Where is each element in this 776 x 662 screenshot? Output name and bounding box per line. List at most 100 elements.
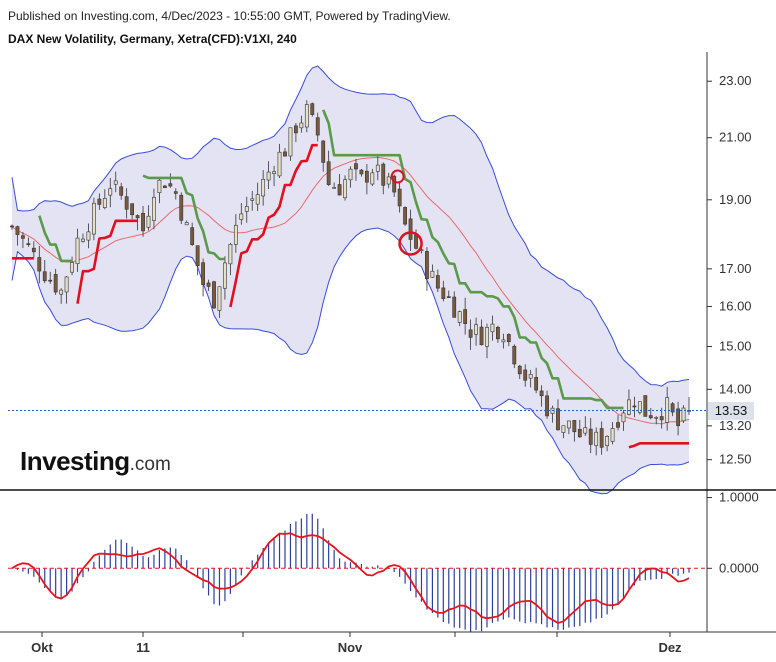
- candle-body: [195, 245, 200, 266]
- candle-body: [665, 397, 670, 423]
- bollinger-band-layer: [11, 65, 690, 495]
- candle-body: [474, 324, 478, 335]
- supertrend-resistance-line: [321, 109, 624, 410]
- candle-body: [463, 309, 468, 324]
- candle-body: [37, 257, 42, 272]
- candle-body: [15, 226, 20, 235]
- candle-body: [332, 187, 337, 189]
- signal-marker-large: [398, 231, 423, 256]
- candle-body: [397, 188, 402, 207]
- signal-marker-layer: [390, 169, 423, 256]
- candle-body: [561, 425, 566, 433]
- candle-body: [354, 163, 358, 170]
- candle-body: [288, 127, 293, 157]
- candle-body: [228, 244, 233, 265]
- candle-body: [157, 179, 162, 194]
- candle-body: [643, 395, 648, 417]
- candle-body: [621, 412, 626, 423]
- candle-body: [627, 399, 631, 415]
- candle-body: [283, 151, 287, 157]
- time-tick-label: 11: [136, 640, 150, 655]
- supertrend-support-line: [229, 143, 318, 308]
- candle-body: [637, 401, 642, 413]
- candle-body: [610, 428, 615, 442]
- candle-body: [348, 168, 353, 181]
- candle-body: [255, 194, 260, 205]
- investing-logo: Investing.com: [20, 446, 171, 476]
- candle-body: [173, 191, 178, 194]
- candle-body: [490, 323, 495, 333]
- candle-body: [408, 218, 413, 240]
- candle-body: [130, 203, 135, 216]
- candle-body: [659, 416, 664, 421]
- candle-body: [217, 286, 222, 311]
- candle-body: [364, 170, 369, 183]
- last-price-label: 13.53: [708, 401, 754, 420]
- candle-body: [86, 231, 91, 241]
- candle-body: [244, 206, 249, 212]
- candle-body: [124, 196, 129, 210]
- symbol-title: DAX New Volatility, Germany, Xetra(CFD):…: [8, 32, 297, 46]
- candle-body: [599, 428, 604, 448]
- signal-marker-small: [390, 169, 405, 184]
- candle-layer: [10, 100, 691, 456]
- candle-body: [206, 282, 211, 287]
- candle-body: [375, 164, 380, 172]
- candle-body: [59, 289, 64, 295]
- candle-body: [435, 275, 440, 289]
- price-tick-label: 12.50: [719, 452, 752, 467]
- price-tick-label: 14.00: [719, 381, 752, 396]
- candle-body: [468, 329, 473, 338]
- candle-body: [299, 122, 304, 129]
- candle-body: [304, 104, 309, 128]
- candle-body: [277, 151, 282, 177]
- candle-body: [272, 171, 276, 174]
- price-tick-label: 15.00: [719, 339, 752, 354]
- price-tick-label: 23.00: [719, 73, 752, 88]
- candle-body: [523, 369, 528, 381]
- candle-body: [386, 176, 391, 185]
- supertrend-resistance-line: [142, 174, 225, 261]
- candle-body: [359, 169, 364, 175]
- candle-body: [577, 429, 582, 438]
- candle-body: [233, 224, 238, 245]
- candle-body: [223, 262, 227, 289]
- candle-body: [190, 227, 195, 245]
- candle-body: [457, 311, 462, 323]
- candle-body: [594, 431, 599, 446]
- price-tick-label: 17.00: [719, 261, 752, 276]
- oscillator-layer: [8, 513, 707, 632]
- candle-body: [81, 238, 85, 242]
- candle-body: [310, 103, 315, 115]
- candle-body: [250, 198, 255, 201]
- candle-body: [605, 436, 610, 447]
- candle-body: [152, 196, 156, 221]
- candle-body: [654, 416, 659, 419]
- candle-body: [632, 405, 637, 408]
- candle-body: [588, 428, 593, 445]
- candle-body: [545, 395, 549, 417]
- candle-body: [42, 271, 47, 282]
- candle-body: [261, 179, 266, 197]
- candle-body: [162, 185, 167, 189]
- candle-body: [102, 198, 107, 208]
- time-tick-label: Nov: [338, 640, 363, 655]
- candle-body: [10, 225, 14, 228]
- oscillator-tick-label: 1.0000: [719, 490, 759, 505]
- candle-body: [321, 140, 326, 163]
- candle-body: [392, 175, 397, 193]
- candle-body: [534, 377, 539, 391]
- candle-body: [539, 390, 544, 397]
- candle-body: [583, 427, 588, 434]
- axes-layer: 23.00 21.00 19.00 17.00 16.00 15.00 14.00 13.20…: [0, 52, 776, 655]
- candle-body: [446, 296, 451, 298]
- published-caption: Published on Investing.com, 4/Dec/2023 -…: [8, 9, 451, 23]
- candle-body: [113, 180, 118, 185]
- candle-body: [414, 234, 418, 249]
- price-tick-label: 16.00: [719, 298, 752, 313]
- candle-body: [108, 188, 113, 196]
- candle-body: [135, 215, 140, 219]
- oscillator-line: [11, 532, 690, 624]
- price-tick-label: 13.20: [719, 418, 752, 433]
